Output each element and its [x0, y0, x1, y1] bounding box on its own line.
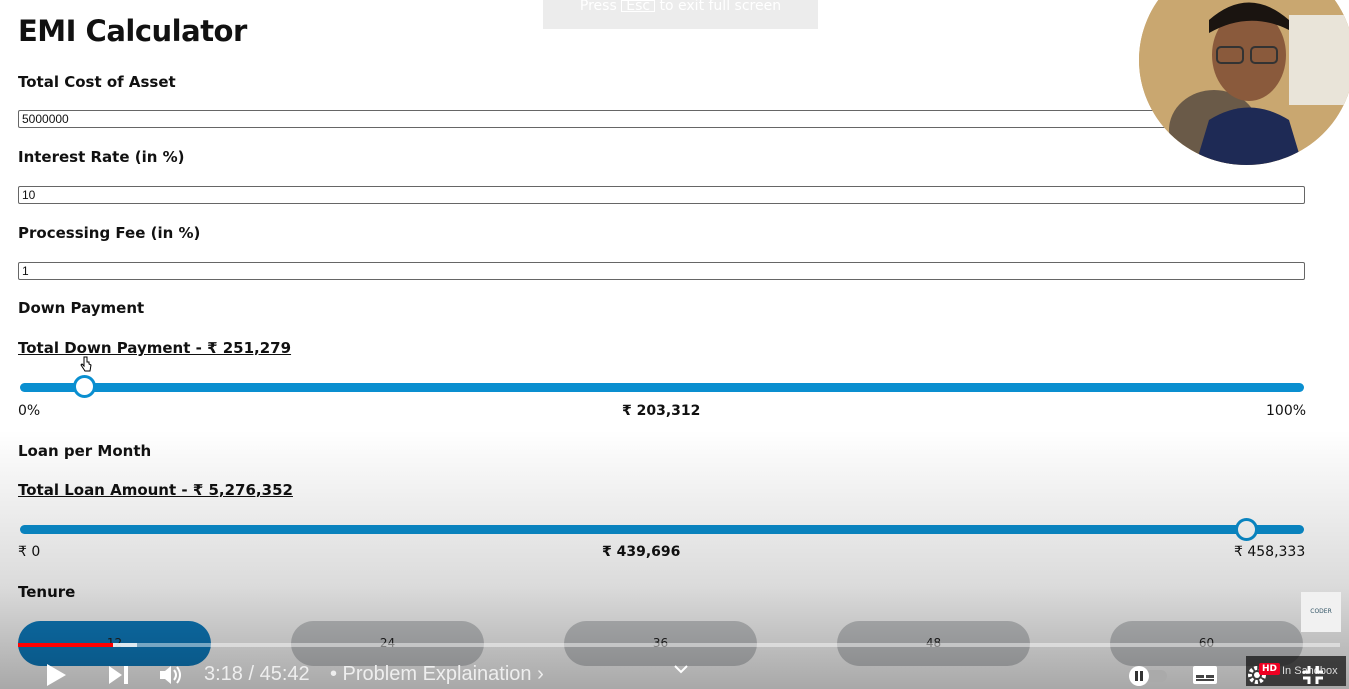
subtitles-icon[interactable]	[1192, 664, 1218, 686]
down-payment-slider-track[interactable]	[20, 383, 1304, 392]
processing-fee-label: Processing Fee (in %)	[18, 224, 201, 242]
progress-played	[18, 643, 114, 647]
exit-fullscreen-icon[interactable]	[1301, 664, 1325, 686]
volume-icon[interactable]	[158, 664, 184, 686]
webcam-overlay	[1139, 0, 1349, 165]
interest-rate-label: Interest Rate (in %)	[18, 148, 185, 166]
esc-key: Esc	[621, 0, 656, 13]
down-payment-value: ₹ 203,312	[622, 403, 701, 419]
interest-rate-input[interactable]	[18, 186, 1305, 204]
tenure-option-48[interactable]: 48	[837, 621, 1030, 666]
fullscreen-hint-suffix: to exit full screen	[659, 0, 782, 14]
tenure-option-24[interactable]: 24	[291, 621, 484, 666]
loan-per-month-label: Loan per Month	[18, 442, 152, 460]
down-payment-max-label: 100%	[1266, 403, 1307, 419]
down-payment-label: Down Payment	[18, 299, 145, 317]
video-time: 3:18 / 45:42	[204, 663, 310, 685]
pointer-cursor-icon	[80, 356, 92, 372]
fullscreen-hint-prefix: Press	[579, 0, 617, 14]
autoplay-toggle-icon[interactable]	[1127, 666, 1169, 686]
tenure-label: Tenure	[18, 583, 76, 601]
down-payment-slider-thumb[interactable]	[72, 375, 96, 398]
loan-slider-thumb[interactable]	[1234, 518, 1258, 541]
tenure-option-36[interactable]: 36	[564, 621, 757, 666]
loan-min-label: ₹ 0	[18, 544, 41, 560]
total-cost-label: Total Cost of Asset	[18, 73, 176, 91]
loan-value: ₹ 439,696	[602, 544, 681, 560]
settings-gear-icon[interactable]	[1246, 664, 1268, 686]
total-loan-amount-summary: Total Loan Amount - ₹ 5,276,352	[18, 481, 293, 499]
chapter-title[interactable]: • Problem Explaination ›	[330, 663, 544, 685]
play-icon[interactable]	[44, 662, 68, 688]
hd-badge: HD	[1259, 663, 1281, 675]
page-title: EMI Calculator	[18, 14, 247, 48]
progress-bar[interactable]	[18, 643, 1340, 647]
loan-max-label: ₹ 458,333	[1234, 544, 1306, 560]
down-payment-min-label: 0%	[18, 403, 41, 419]
total-cost-input[interactable]	[18, 110, 1305, 128]
fullscreen-hint: Press Esc to exit full screen	[543, 0, 818, 29]
processing-fee-input[interactable]	[18, 262, 1305, 280]
total-down-payment-summary: Total Down Payment - ₹ 251,279	[18, 339, 292, 357]
next-icon[interactable]	[106, 664, 130, 686]
channel-logo: CODER	[1301, 592, 1341, 632]
chevron-down-icon[interactable]	[674, 664, 688, 674]
loan-slider-track[interactable]	[20, 525, 1304, 534]
